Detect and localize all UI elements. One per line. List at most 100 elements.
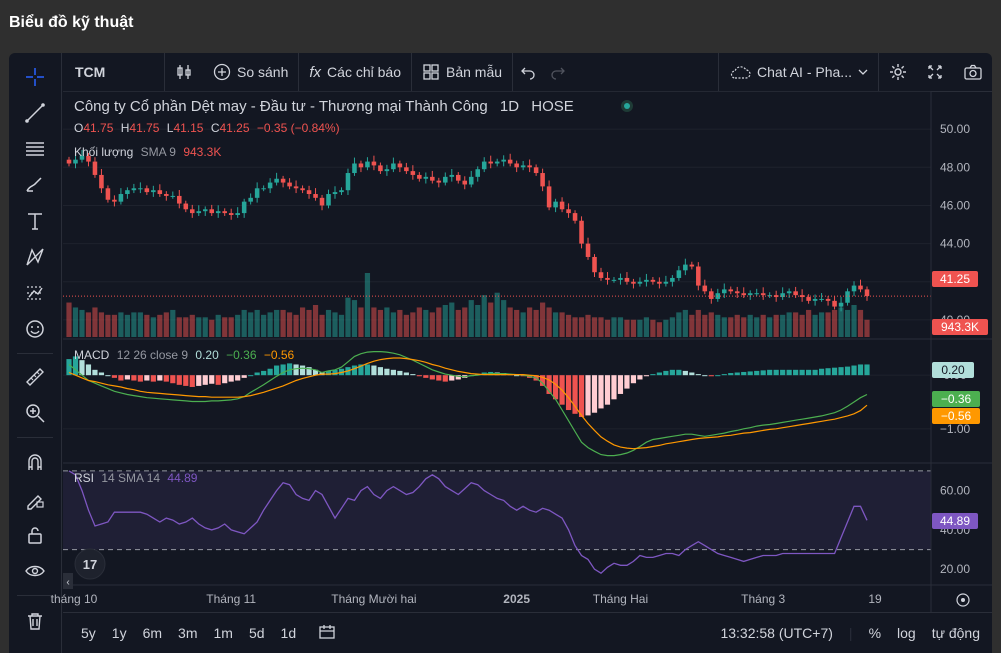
range-button-6m[interactable]: 6m [142, 625, 163, 641]
range-button-5d[interactable]: 5d [248, 625, 265, 641]
macd-hist-bar [248, 375, 254, 377]
macd-hist-bar [137, 375, 143, 382]
time-tick-label: 19 [868, 592, 882, 606]
macd-hist-bar [241, 375, 247, 378]
collapse-toolbar-button[interactable]: ‹ [63, 573, 73, 589]
volume-bar [462, 307, 468, 337]
templates-button[interactable]: Bản mẫu [412, 53, 514, 91]
macd-hist-bar [818, 368, 825, 376]
volume-bar [358, 307, 364, 337]
magnet-icon[interactable] [21, 449, 49, 477]
macd-hist-bar [650, 374, 656, 376]
auto-scale-toggle[interactable]: tự động [931, 625, 980, 641]
candle-type-button[interactable] [165, 53, 203, 91]
fib-lines-icon[interactable] [21, 135, 49, 163]
svg-text:0.20: 0.20 [941, 363, 965, 377]
emoji-icon[interactable] [21, 315, 49, 343]
volume-bars [66, 273, 870, 337]
macd-hist-bar [183, 375, 189, 386]
volume-bar [812, 314, 818, 337]
axis-settings-button[interactable] [956, 593, 970, 607]
volume-bar [559, 312, 565, 337]
candle-body [306, 190, 312, 195]
macd-hist-bar [410, 374, 416, 376]
candle-body [313, 194, 318, 198]
trash-icon[interactable] [21, 607, 49, 635]
volume-bar [131, 312, 137, 337]
candle-body [514, 163, 519, 168]
candle-body [546, 186, 552, 208]
percent-toggle[interactable]: % [868, 625, 882, 641]
range-button-1y[interactable]: 1y [111, 625, 127, 641]
candle-body [365, 161, 370, 168]
candle-body [209, 209, 215, 214]
range-button-5y[interactable]: 5y [81, 625, 96, 641]
interval: 1D [500, 98, 519, 115]
svg-text:MACD 12 26 close 9: MACD 12 26 close 9 0.20 −0.36 −0.56 [74, 348, 295, 362]
volume-bar [371, 307, 377, 337]
pattern-icon[interactable] [21, 243, 49, 271]
indicators-button[interactable]: fx Các chỉ báo [299, 53, 412, 91]
ruler-icon[interactable] [21, 363, 49, 391]
candle-body [611, 279, 617, 281]
lock-drawing-icon[interactable] [21, 485, 49, 513]
macd-line-badge: −0.56 [932, 408, 980, 424]
volume-bar [851, 305, 857, 337]
volume-bar [773, 314, 779, 337]
candle-body [494, 161, 500, 164]
unlock-icon[interactable] [21, 521, 49, 549]
candle-body [410, 171, 416, 175]
brush-icon[interactable] [21, 171, 49, 199]
candle-body [553, 201, 558, 208]
settings-button[interactable] [878, 53, 916, 91]
eye-icon[interactable] [21, 557, 49, 585]
range-button-1m[interactable]: 1m [213, 625, 233, 641]
candle-body [248, 197, 253, 202]
candle-body [468, 176, 474, 185]
fullscreen-button[interactable] [916, 53, 954, 91]
symbol-button[interactable]: TCM [63, 53, 165, 91]
range-button-1d[interactable]: 1d [280, 625, 297, 641]
zoom-in-icon[interactable] [21, 399, 49, 427]
volume-bar [442, 305, 448, 337]
volume-bar [527, 307, 533, 337]
candle-body [358, 163, 364, 168]
redo-button[interactable] [543, 53, 573, 91]
macd-hist-bar [754, 370, 760, 376]
candle-body [118, 194, 124, 202]
forecast-icon[interactable] [21, 279, 49, 307]
candle-body [99, 174, 104, 189]
volume-bar [514, 309, 520, 337]
volume-bar [79, 309, 85, 337]
volume-bar [767, 317, 773, 337]
volume-bar [280, 309, 286, 337]
macd-hist-bar [604, 375, 611, 405]
volume-bar [423, 309, 429, 337]
volume-bar [325, 309, 332, 337]
volume-bar [267, 312, 273, 337]
volume-bar [838, 307, 844, 337]
compare-button[interactable]: So sánh [203, 53, 300, 91]
clock-time[interactable]: 13:32:58 (UTC+7) [720, 625, 833, 641]
svg-text:Công ty Cổ phần Dệt may - Đầu: Công ty Cổ phần Dệt may - Đầu tư - Thươn… [74, 98, 574, 115]
range-button-3m[interactable]: 3m [178, 625, 198, 641]
macd-hist-bar [280, 364, 286, 376]
macd-hist-bar [578, 375, 585, 418]
macd-hist-bar [66, 359, 72, 376]
chat-ai-button[interactable]: Chat AI - Pha... [718, 53, 878, 91]
crosshair-icon[interactable] [21, 63, 49, 91]
text-icon[interactable] [21, 207, 49, 235]
snapshot-button[interactable] [954, 53, 992, 91]
candle-body [86, 155, 91, 162]
volume-bar [825, 312, 831, 337]
trend-line-icon[interactable] [21, 99, 49, 127]
volume-bar [468, 300, 474, 337]
macd-hist-bar [351, 365, 358, 376]
date-range-button[interactable] [318, 624, 336, 643]
undo-button[interactable] [513, 53, 543, 91]
log-toggle[interactable]: log [897, 625, 916, 641]
tradingview-logo[interactable]: 17 [74, 548, 106, 580]
